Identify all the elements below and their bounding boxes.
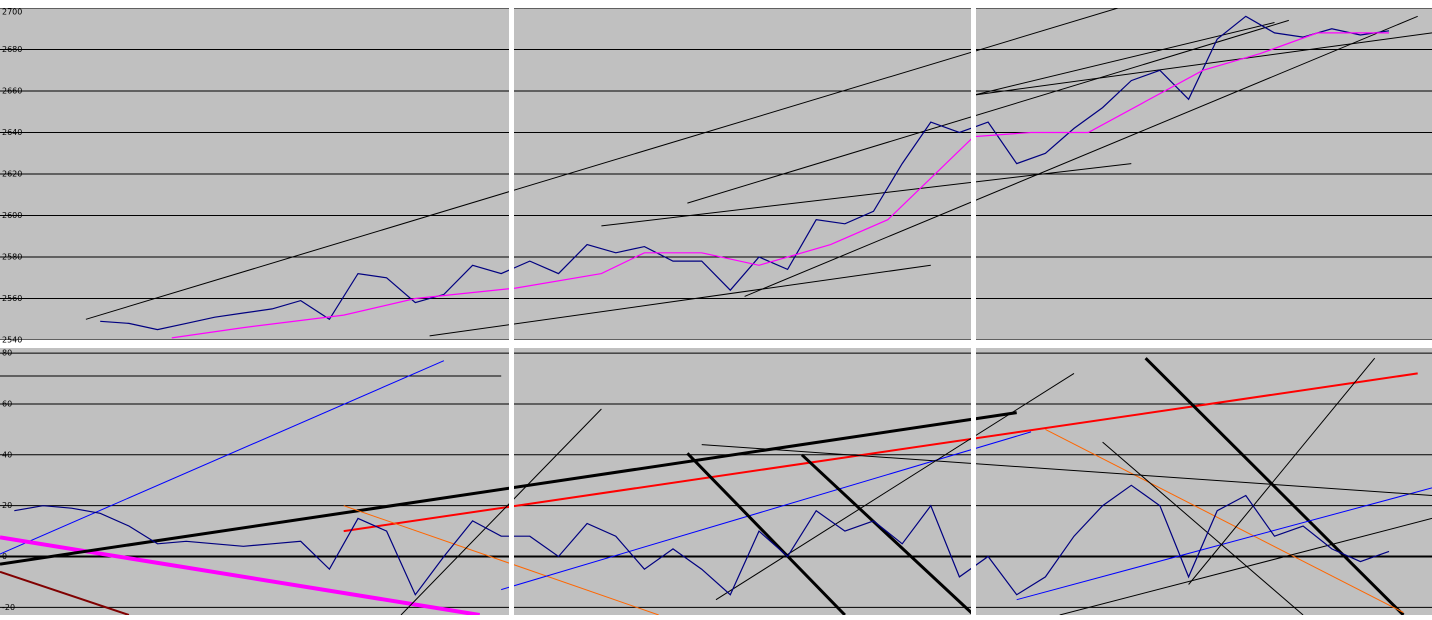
y-tick-label: 2580	[2, 253, 22, 262]
top-margin	[0, 0, 1432, 8]
trend-line	[1144, 357, 1405, 615]
trend-line	[1102, 441, 1304, 615]
y-tick-label: -20	[2, 603, 15, 612]
trend-line	[343, 505, 659, 615]
trend-line	[501, 431, 1032, 591]
trend-line	[973, 22, 1275, 96]
trend-line	[0, 411, 1017, 566]
trend-line	[1188, 357, 1376, 585]
trend-line	[701, 444, 1432, 496]
trend-line	[85, 8, 1120, 320]
y-tick-label: 2680	[2, 45, 22, 54]
chart-separator	[0, 340, 1432, 348]
y-tick-label: 2620	[2, 170, 22, 179]
trend-line	[686, 452, 846, 615]
y-tick-label: 20	[2, 501, 12, 510]
y-tick-label: 2660	[2, 87, 22, 96]
plot	[0, 8, 1432, 340]
y-tick-label: 60	[2, 399, 12, 408]
y-tick-label: 40	[2, 450, 12, 459]
trend-line	[0, 570, 130, 615]
trend-line	[800, 453, 975, 615]
trend-line	[744, 15, 1418, 297]
series-line	[14, 484, 1390, 596]
trend-line	[343, 372, 1418, 533]
trend-line	[0, 360, 445, 555]
y-tick-label: 2700	[2, 8, 22, 17]
series-line	[100, 15, 1390, 331]
y-tick-label: 2560	[2, 294, 22, 303]
y-tick-label: 80	[2, 349, 12, 358]
y-tick-label: 2600	[2, 211, 22, 220]
label-layer: 2540 2560 2580 2600 2620 2640 2660 2680 2700 -20 0…	[2, 8, 22, 612]
trend-line	[601, 163, 1132, 227]
trend-line	[1059, 517, 1432, 615]
trend-line	[0, 535, 481, 615]
trend-line	[1045, 428, 1404, 613]
trend-line	[715, 372, 1075, 601]
trend-line	[1016, 487, 1432, 601]
panel-separator	[509, 0, 514, 620]
plot	[0, 352, 1432, 615]
series-line	[171, 32, 1389, 339]
trend-line	[687, 19, 1289, 204]
y-tick-label: 2640	[2, 128, 22, 137]
trend-line	[400, 408, 602, 615]
panel-separator	[971, 0, 976, 620]
bottom-margin	[0, 615, 1432, 620]
y-tick-label: 0	[2, 552, 7, 561]
trend-line	[973, 32, 1432, 96]
y-tick-label: 2540	[2, 336, 22, 345]
